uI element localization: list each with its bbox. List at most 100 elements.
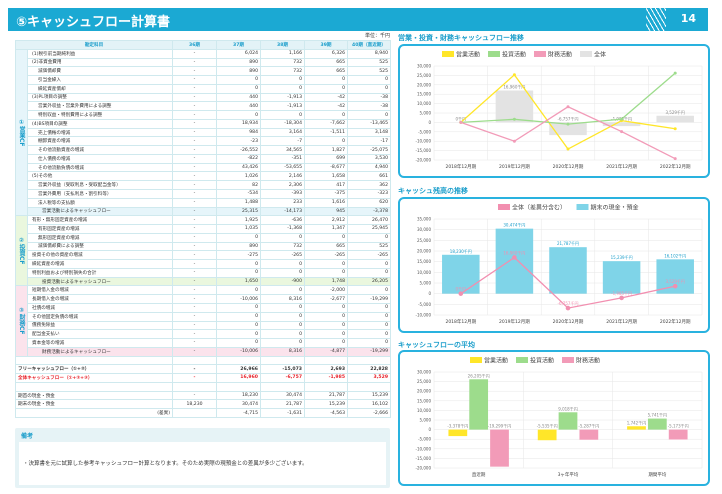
cell-value: 1,347: [304, 224, 349, 234]
cell-value: 34,565: [260, 145, 306, 155]
data-label: -5,287千円: [578, 423, 599, 429]
y-tick-label: 0: [428, 291, 431, 296]
cell-value: 2,912: [304, 215, 349, 226]
row-label: 繰延資産の増減: [26, 259, 174, 269]
cell-value: [304, 355, 349, 366]
y-tick-label: 10,000: [417, 408, 431, 413]
cell-value: -: [172, 110, 218, 120]
cell-value: 1,166: [260, 48, 306, 59]
x-tick-label: 2021年12月期: [606, 163, 637, 170]
y-tick-label: 5,000: [420, 111, 432, 116]
cell-value: -1,368: [260, 224, 306, 234]
cell-value: -: [172, 48, 218, 59]
section-label: ①営業CF: [15, 48, 28, 217]
row-label: 債務免除益: [26, 320, 174, 331]
cell-value: 8,940: [347, 48, 392, 59]
cell-value: 3,530: [347, 153, 392, 164]
cell-value: -: [172, 276, 218, 287]
y-tick-label: 0: [428, 427, 431, 432]
y-tick-label: 5,000: [420, 281, 432, 286]
bar: [647, 418, 667, 430]
cell-value: -: [172, 57, 218, 68]
section-label: ②投資CF: [15, 215, 28, 287]
row-label: [14, 355, 174, 366]
legend-label: 財務活動: [548, 51, 572, 59]
row-label: 仕入債務の増減: [26, 153, 174, 164]
data-label: -6,757千円: [558, 300, 579, 306]
table-row: [14, 355, 392, 366]
table-row: 棚卸資産の増減 - -23 -7 0 -17: [16, 136, 392, 147]
y-tick-label: 15,000: [417, 92, 431, 97]
row-label: 営業外収益（受取利息・受取配当金等）: [26, 180, 174, 191]
table-row: その他流動資産の増減 - -26,552 34,565 1,827 -25,075: [16, 145, 392, 155]
y-tick-label: -15,000: [416, 148, 432, 153]
row-label: フリーキャッシュフロー（①+②）: [14, 364, 174, 375]
cell-value: -: [172, 206, 218, 217]
cash-balance-chart: -10,000 -5,000 0 5,000 10,000 15,000 20,000 25,…: [398, 197, 710, 333]
table-row: (差異) -4,715 -1,631 -4,563 -2,666: [14, 408, 392, 418]
data-label: 15,239千円: [611, 254, 633, 260]
cell-value: 0: [216, 232, 262, 243]
table-row: 期首の現金・預金 -18,230 30,474 21,787 15,239: [14, 390, 392, 401]
y-tick-label: 15,000: [417, 398, 431, 403]
cell-value: -375: [304, 189, 349, 199]
cell-value: 0: [216, 83, 262, 94]
legend-label: 投資活動: [502, 51, 526, 59]
bar: [579, 429, 599, 440]
page-header: ⑤キャッシュフロー計算書 14: [8, 8, 708, 31]
bar: [627, 426, 646, 430]
legend-label: 営業活動: [484, 357, 508, 365]
cell-value: -1,985: [304, 373, 349, 383]
cell-value: 0: [216, 110, 262, 120]
table-row: 特別収益・特別費用による調整 -0 0 0 0: [16, 110, 392, 120]
cell-value: 0: [216, 267, 262, 278]
table-row: (2)非資金費用 -890 732 665 525: [16, 57, 392, 68]
cell-value: -: [172, 390, 218, 401]
cell-value: -25,075: [347, 145, 392, 155]
row-label: 引当金繰入: [26, 75, 174, 85]
y-tick-label: 0: [428, 120, 431, 125]
table-row: 引当金繰入 -0 0 0 0: [16, 75, 392, 85]
cell-value: 0: [304, 110, 349, 120]
table-row: ①営業CF (1)税引前当期純利益 -6,024 1,166 6,326 8,940: [15, 48, 392, 217]
cell-value: -: [172, 171, 218, 182]
cell-value: 1,658: [304, 171, 349, 182]
cell-value: -7: [260, 136, 306, 147]
cell-value: 0: [347, 320, 392, 331]
cell-value: 0: [260, 110, 306, 120]
cell-value: 0: [304, 267, 349, 278]
legend-swatch: [562, 357, 574, 363]
cell-value: -: [172, 180, 218, 191]
cell-value: 0: [347, 267, 392, 278]
cell-value: 0: [260, 83, 306, 94]
table-row: 配当金支払い -0 0 0 0: [16, 329, 392, 340]
unit-label: 単位：千円: [364, 33, 390, 39]
chart3-title: キャッシュフローの平均: [398, 341, 475, 349]
cell-value: -: [172, 92, 218, 103]
x-tick-label: 2020年12月期: [553, 163, 584, 170]
cell-value: 661: [347, 171, 392, 182]
table-row: 仕入債務の増減 - -822 -351 699 3,530: [16, 153, 392, 164]
data-label: 0千円: [456, 286, 467, 292]
data-point: [672, 283, 678, 289]
section-label: ③財務CF: [15, 285, 28, 357]
cell-value: -: [172, 75, 218, 85]
row-label: 営業外収益・営業外費用による調整: [26, 101, 174, 112]
cell-value: -: [172, 189, 218, 199]
row-label: 財務活動によるキャッシュフロー: [26, 346, 174, 357]
cell-value: 1,488: [216, 197, 262, 208]
cell-value: 440: [216, 92, 262, 103]
cell-value: 890: [216, 241, 262, 252]
table-row: 営業活動によるキャッシュフロー -25,315 -14,173 945 -3,378: [16, 206, 392, 217]
cell-value: 8,316: [260, 346, 306, 357]
data-point: [673, 127, 677, 131]
cell-value: -4,877: [304, 346, 349, 357]
cell-value: 0: [347, 302, 392, 313]
cell-value: 0: [347, 75, 392, 85]
row-label: 特別収益・特別費用による調整: [26, 110, 174, 120]
cell-value: -: [172, 145, 218, 155]
table-row: 営業外収益・営業外費用による調整 -440 -1,913 -42 -38: [16, 101, 392, 112]
cell-value: -: [172, 338, 218, 348]
cell-value: 15,239: [304, 399, 349, 410]
table-row: ③財務CF 短期借入金の増減 -0 0 -2,000 0: [15, 285, 392, 357]
